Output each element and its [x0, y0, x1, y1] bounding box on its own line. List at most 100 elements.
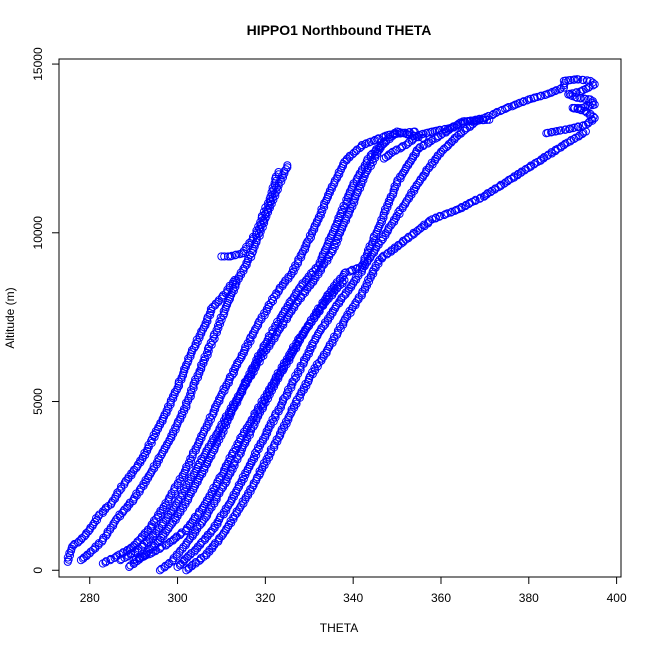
data-point	[207, 438, 216, 447]
data-point	[533, 92, 542, 102]
data-point	[163, 439, 172, 449]
data-point	[248, 483, 257, 492]
data-point	[101, 531, 111, 540]
data-point	[213, 477, 222, 486]
data-point	[274, 167, 283, 177]
data-point	[480, 191, 489, 200]
data-point	[170, 388, 179, 397]
data-point	[372, 242, 381, 251]
data-point	[195, 333, 204, 342]
data-point	[184, 458, 193, 467]
data-point	[333, 326, 343, 335]
data-point	[547, 88, 556, 97]
data-point	[229, 366, 238, 376]
data-point	[271, 172, 281, 181]
data-point	[243, 489, 253, 498]
data-point	[400, 166, 409, 176]
data-point	[151, 545, 160, 555]
data-point	[173, 479, 182, 488]
data-point	[227, 494, 236, 503]
data-point	[288, 379, 297, 388]
data-point	[362, 167, 371, 177]
data-point	[266, 192, 275, 201]
data-point	[165, 435, 174, 445]
data-point	[381, 153, 390, 162]
data-point	[252, 407, 261, 416]
data-point	[277, 363, 286, 372]
data-point	[208, 525, 217, 534]
data-point	[202, 421, 211, 430]
data-point	[199, 356, 208, 366]
data-point	[179, 485, 189, 494]
data-point	[176, 413, 185, 422]
data-point	[246, 333, 255, 342]
x-tick-label: 320	[255, 591, 275, 605]
data-point	[265, 385, 274, 394]
data-point	[285, 350, 294, 360]
data-point	[337, 205, 346, 214]
data-point	[224, 408, 234, 417]
data-point	[74, 537, 84, 546]
data-point	[192, 335, 201, 344]
data-point	[309, 275, 318, 285]
data-point	[357, 140, 367, 150]
data-point	[184, 477, 193, 486]
data-point	[202, 446, 211, 455]
data-point	[269, 417, 278, 426]
data-point	[215, 424, 224, 433]
data-point	[311, 333, 320, 343]
data-point	[231, 250, 241, 259]
data-point	[155, 566, 165, 575]
data-point	[267, 381, 276, 390]
data-point	[397, 143, 406, 152]
data-point	[202, 423, 211, 432]
data-point	[362, 279, 371, 288]
data-point	[219, 307, 228, 316]
data-point	[154, 423, 163, 432]
data-point	[274, 326, 283, 335]
data-point	[200, 450, 209, 459]
data-point	[389, 186, 398, 195]
data-point	[157, 542, 166, 551]
data-point	[405, 192, 414, 201]
data-point	[348, 265, 357, 275]
data-point	[555, 126, 564, 135]
data-point	[551, 86, 560, 96]
data-point	[588, 81, 598, 90]
data-point	[174, 417, 183, 426]
data-point	[164, 560, 173, 569]
data-point	[165, 493, 174, 502]
x-axis-label: THETA	[320, 621, 358, 635]
data-point	[262, 304, 272, 314]
data-point	[380, 205, 390, 214]
data-point	[282, 354, 292, 364]
data-point	[213, 321, 223, 331]
data-point	[204, 442, 213, 451]
data-point	[193, 440, 203, 449]
x-tick-label: 340	[343, 591, 363, 605]
data-point	[349, 277, 359, 286]
data-point	[226, 498, 235, 507]
data-point	[220, 465, 229, 474]
data-point	[453, 120, 462, 129]
data-point	[195, 436, 204, 445]
data-point	[369, 265, 378, 274]
data-point	[167, 431, 176, 440]
data-point	[261, 209, 270, 218]
data-point	[203, 509, 212, 518]
data-point	[476, 193, 485, 202]
data-points	[63, 75, 599, 575]
plot-frame	[58, 58, 622, 578]
data-point	[226, 404, 235, 413]
data-point	[537, 91, 546, 100]
data-point	[239, 246, 248, 256]
data-point	[162, 408, 171, 417]
data-point	[261, 340, 270, 349]
data-point	[274, 170, 283, 179]
data-point	[376, 219, 385, 229]
data-point	[106, 523, 115, 532]
data-point	[259, 207, 269, 216]
data-point	[370, 246, 379, 255]
data-point	[275, 429, 285, 438]
data-point	[190, 343, 199, 353]
